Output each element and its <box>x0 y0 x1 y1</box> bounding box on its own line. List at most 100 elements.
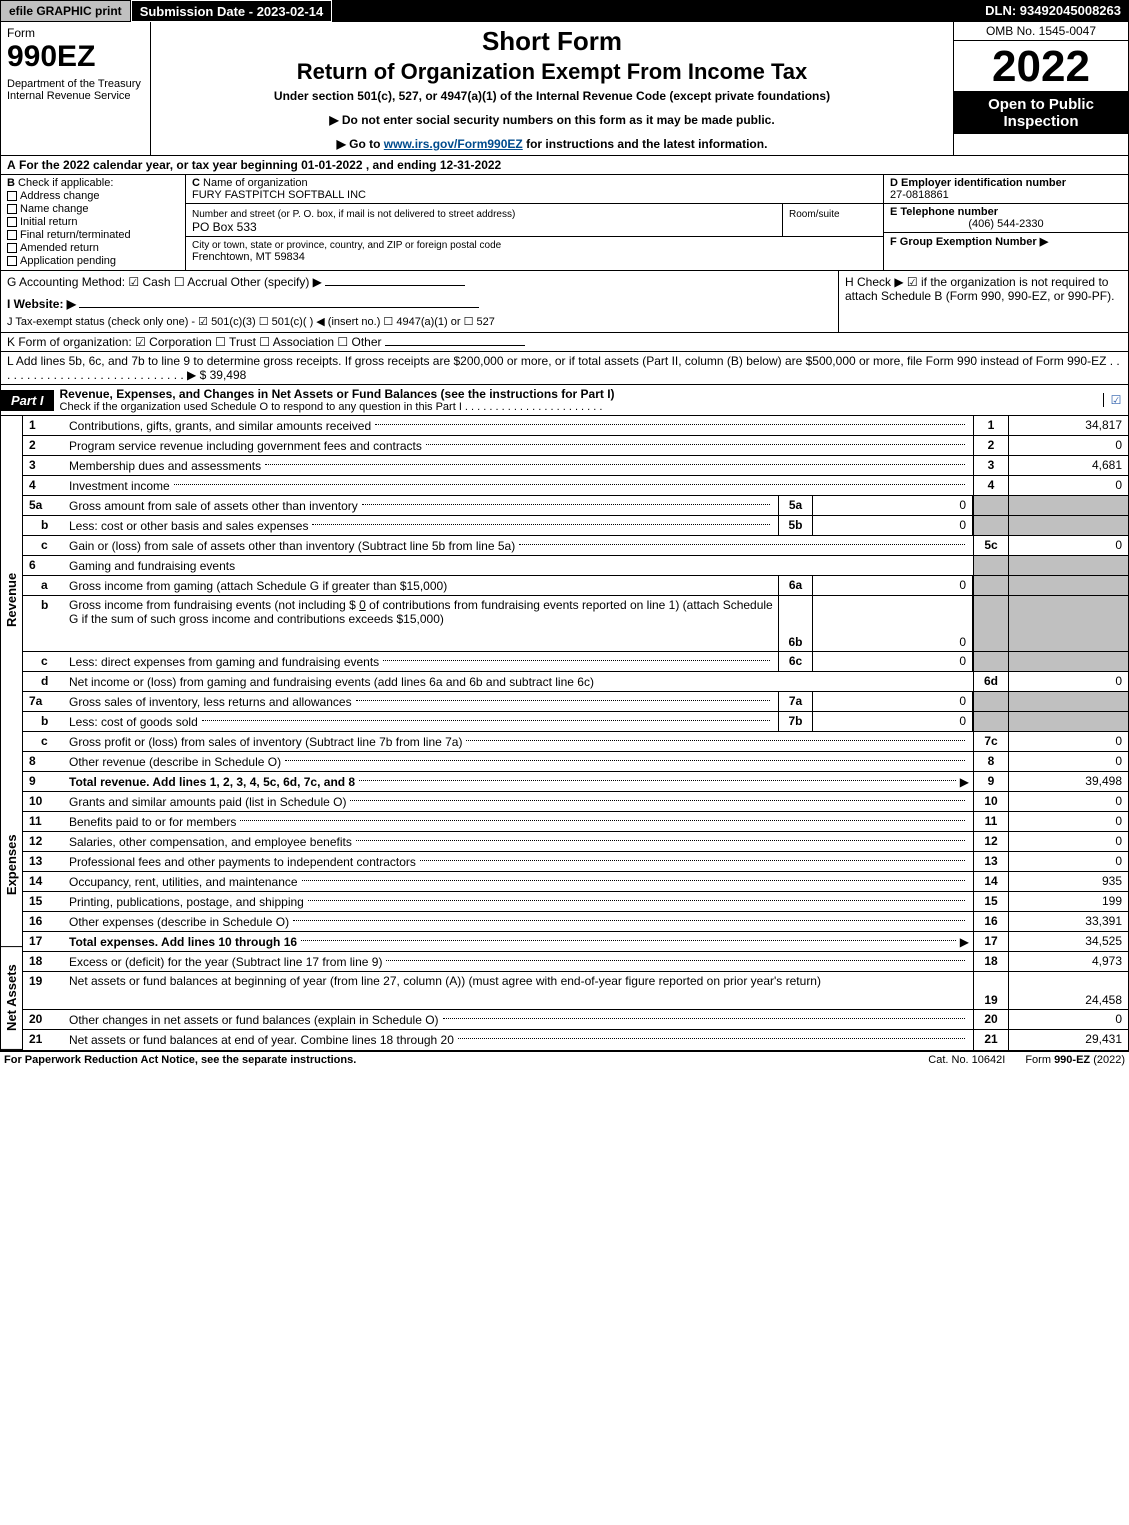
room-label: Room/suite <box>789 209 840 220</box>
chk-application-pending[interactable]: Application pending <box>7 255 179 267</box>
city-label: City or town, state or province, country… <box>192 240 501 251</box>
note-2: ▶ Go to www.irs.gov/Form990EZ for instru… <box>159 137 945 151</box>
line-2: 2 Program service revenue including gove… <box>23 436 1128 456</box>
block-bcdef: B Check if applicable: Address change Na… <box>0 175 1129 271</box>
under-section: Under section 501(c), 527, or 4947(a)(1)… <box>159 89 945 103</box>
form-header: Form 990EZ Department of the Treasury In… <box>0 22 1129 156</box>
chk-final-return[interactable]: Final return/terminated <box>7 229 179 241</box>
c-text: Name of organization <box>203 177 308 189</box>
block-c: C Name of organization FURY FASTPITCH SO… <box>186 175 883 270</box>
spacer <box>332 0 977 22</box>
header-left: Form 990EZ Department of the Treasury In… <box>1 22 151 155</box>
line-14: 14 Occupancy, rent, utilities, and maint… <box>23 872 1128 892</box>
part-i-checkbox[interactable]: ☑ <box>1103 393 1128 407</box>
short-form-title: Short Form <box>159 26 945 57</box>
line-3: 3 Membership dues and assessments 3 4,68… <box>23 456 1128 476</box>
note-2-pre: ▶ Go to <box>337 137 384 151</box>
row-k: K Form of organization: ☑ Corporation ☐ … <box>0 333 1129 352</box>
line-5a: 5a Gross amount from sale of assets othe… <box>23 496 1128 516</box>
block-left-gij: G Accounting Method: ☑ Cash ☐ Accrual Ot… <box>1 271 838 332</box>
block-b-label: B <box>7 177 15 189</box>
line-8: 8 Other revenue (describe in Schedule O)… <box>23 752 1128 772</box>
part-i-label: Part I <box>1 390 54 411</box>
efile-print-button[interactable]: efile GRAPHIC print <box>0 0 131 22</box>
submission-date: Submission Date - 2023-02-14 <box>131 0 333 22</box>
vtab-expenses: Expenses <box>1 783 22 947</box>
line-j: J Tax-exempt status (check only one) - ☑… <box>7 315 832 328</box>
line-4: 4 Investment income 4 0 <box>23 476 1128 496</box>
lines-container: 1 Contributions, gifts, grants, and simi… <box>23 416 1128 1050</box>
f-label: F Group Exemption Number ▶ <box>890 236 1048 248</box>
chk-address-change[interactable]: Address change <box>7 190 179 202</box>
line-5b: b Less: cost or other basis and sales ex… <box>23 516 1128 536</box>
part-i-title: Revenue, Expenses, and Changes in Net As… <box>54 385 1103 415</box>
dln-number: DLN: 93492045008263 <box>977 0 1129 22</box>
street-cell: Number and street (or P. O. box, if mail… <box>186 204 783 236</box>
org-name: FURY FASTPITCH SOFTBALL INC <box>192 189 366 201</box>
chk-amended-return[interactable]: Amended return <box>7 242 179 254</box>
line-6a: a Gross income from gaming (attach Sched… <box>23 576 1128 596</box>
irs-link[interactable]: www.irs.gov/Form990EZ <box>384 137 523 151</box>
addr-value: PO Box 533 <box>192 220 257 234</box>
main-table: Revenue Expenses Net Assets 1 Contributi… <box>0 416 1129 1051</box>
line-7a: 7a Gross sales of inventory, less return… <box>23 692 1128 712</box>
e-label: E Telephone number <box>890 206 998 218</box>
ein-value: 27-0818861 <box>890 189 949 201</box>
city-value: Frenchtown, MT 59834 <box>192 251 305 263</box>
form-label: Form <box>7 26 144 40</box>
vertical-tabs: Revenue Expenses Net Assets <box>1 416 23 1050</box>
line-20: 20 Other changes in net assets or fund b… <box>23 1010 1128 1030</box>
ein-cell: D Employer identification number 27-0818… <box>884 175 1128 204</box>
line-6c: c Less: direct expenses from gaming and … <box>23 652 1128 672</box>
row-l: L Add lines 5b, 6c, and 7b to line 9 to … <box>0 352 1129 385</box>
block-b: B Check if applicable: Address change Na… <box>1 175 186 270</box>
line-16: 16 Other expenses (describe in Schedule … <box>23 912 1128 932</box>
form-title: Return of Organization Exempt From Incom… <box>159 59 945 85</box>
note-1: ▶ Do not enter social security numbers o… <box>159 113 945 127</box>
line-15: 15 Printing, publications, postage, and … <box>23 892 1128 912</box>
d-label: D Employer identification number <box>890 177 1066 189</box>
k-text: K Form of organization: ☑ Corporation ☐ … <box>7 335 382 349</box>
line-10: 10 Grants and similar amounts paid (list… <box>23 792 1128 812</box>
block-h: H Check ▶ ☑ if the organization is not r… <box>838 271 1128 332</box>
group-exemption-cell: F Group Exemption Number ▶ <box>884 233 1128 250</box>
chk-name-change[interactable]: Name change <box>7 203 179 215</box>
city-cell: City or town, state or province, country… <box>186 237 883 265</box>
line-g: G Accounting Method: ☑ Cash ☐ Accrual Ot… <box>7 275 832 289</box>
l-text: L Add lines 5b, 6c, and 7b to line 9 to … <box>7 354 1120 382</box>
top-bar: efile GRAPHIC print Submission Date - 20… <box>0 0 1129 22</box>
footer-center: Cat. No. 10642I <box>908 1054 1025 1066</box>
chk-initial-return[interactable]: Initial return <box>7 216 179 228</box>
part-i-sub: Check if the organization used Schedule … <box>60 401 1097 413</box>
line-6: 6 Gaming and fundraising events <box>23 556 1128 576</box>
footer-left: For Paperwork Reduction Act Notice, see … <box>4 1054 908 1066</box>
row-a-label: A <box>7 158 16 172</box>
part-i-header: Part I Revenue, Expenses, and Changes in… <box>0 385 1129 416</box>
phone-value: (406) 544-2330 <box>890 218 1122 230</box>
line-6b: b Gross income from fundraising events (… <box>23 596 1128 652</box>
line-17: 17 Total expenses. Add lines 10 through … <box>23 932 1128 952</box>
org-name-cell: C Name of organization FURY FASTPITCH SO… <box>186 175 883 204</box>
line-18: 18 Excess or (deficit) for the year (Sub… <box>23 952 1128 972</box>
line-11: 11 Benefits paid to or for members 11 0 <box>23 812 1128 832</box>
open-to-public: Open to Public Inspection <box>954 91 1128 134</box>
addr-row: Number and street (or P. O. box, if mail… <box>186 204 883 237</box>
phone-cell: E Telephone number (406) 544-2330 <box>884 204 1128 233</box>
vtab-netassets: Net Assets <box>1 947 22 1050</box>
footer: For Paperwork Reduction Act Notice, see … <box>0 1051 1129 1068</box>
line-13: 13 Professional fees and other payments … <box>23 852 1128 872</box>
room-cell: Room/suite <box>783 204 883 236</box>
block-def: D Employer identification number 27-0818… <box>883 175 1128 270</box>
line-7c: c Gross profit or (loss) from sales of i… <box>23 732 1128 752</box>
h-text: H Check ▶ ☑ if the organization is not r… <box>845 275 1114 303</box>
line-21: 21 Net assets or fund balances at end of… <box>23 1030 1128 1050</box>
header-right: OMB No. 1545-0047 2022 Open to Public In… <box>953 22 1128 155</box>
line-9: 9 Total revenue. Add lines 1, 2, 3, 4, 5… <box>23 772 1128 792</box>
block-ghij: G Accounting Method: ☑ Cash ☐ Accrual Ot… <box>0 271 1129 333</box>
line-1: 1 Contributions, gifts, grants, and simi… <box>23 416 1128 436</box>
line-6d: d Net income or (loss) from gaming and f… <box>23 672 1128 692</box>
form-number: 990EZ <box>7 40 144 74</box>
addr-label: Number and street (or P. O. box, if mail… <box>192 209 515 220</box>
row-a: A For the 2022 calendar year, or tax yea… <box>0 156 1129 175</box>
c-label: C <box>192 177 200 189</box>
